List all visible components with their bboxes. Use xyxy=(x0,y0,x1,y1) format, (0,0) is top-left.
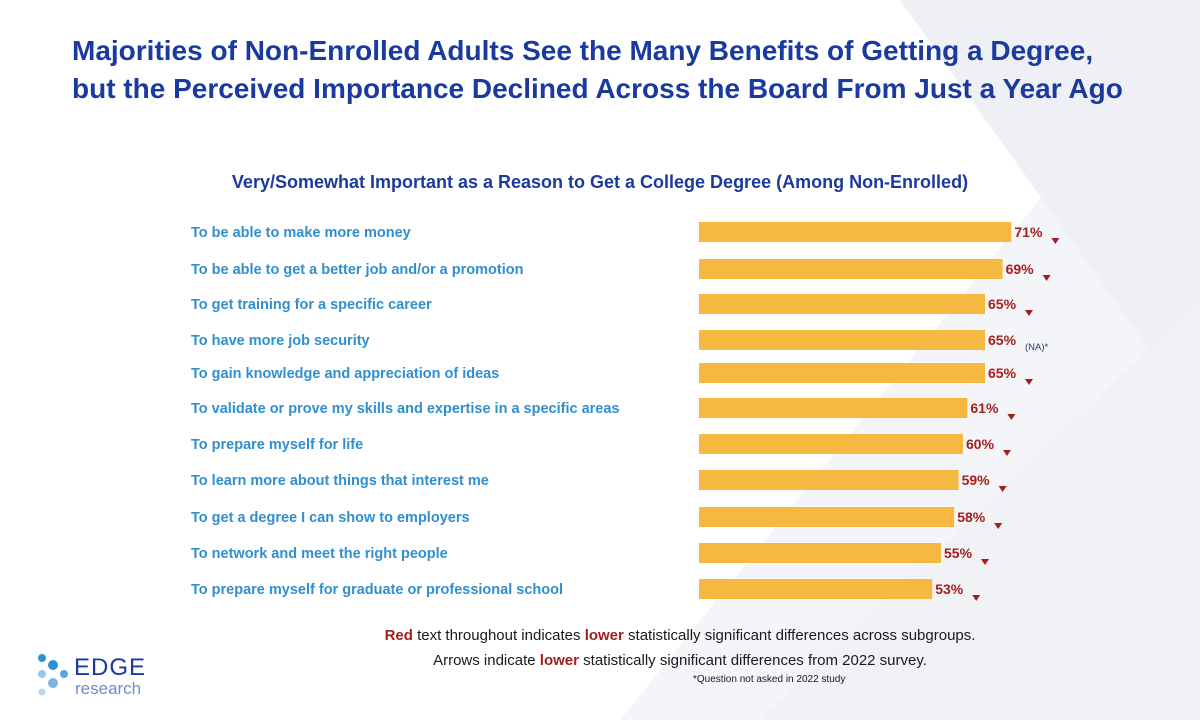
value-label: 65% xyxy=(988,296,1017,312)
logo-sub: research xyxy=(75,679,142,698)
bar xyxy=(699,222,1012,242)
decline-arrow-icon xyxy=(1025,379,1033,385)
value-label: 55% xyxy=(944,545,973,561)
category-label: To prepare myself for graduate or profes… xyxy=(191,582,563,598)
bar xyxy=(699,363,985,383)
bar xyxy=(699,434,963,454)
note-text-b: statistically significant differences ac… xyxy=(623,627,976,644)
bar xyxy=(699,507,955,527)
category-label: To get a degree I can show to employers xyxy=(191,510,470,526)
note-lower-word: lower xyxy=(539,652,579,669)
bar xyxy=(699,398,968,418)
category-label: To get training for a specific career xyxy=(191,297,432,313)
value-label: 60% xyxy=(966,436,995,452)
note-lower-word: lower xyxy=(584,627,624,644)
note-text-a: text throughout indicates xyxy=(412,627,585,644)
category-label: To be able to make more money xyxy=(191,225,411,241)
note-arrows: Arrows indicate lower statistically sign… xyxy=(240,652,1120,669)
decline-arrow-icon xyxy=(994,523,1003,529)
value-label: 53% xyxy=(935,581,964,597)
page-title: Majorities of Non-Enrolled Adults See th… xyxy=(72,35,1123,104)
value-label: 71% xyxy=(1014,224,1043,240)
bar xyxy=(699,579,933,599)
edge-research-logo: EDGE research xyxy=(36,650,166,702)
category-label: To prepare myself for life xyxy=(191,437,363,453)
value-label: 58% xyxy=(957,509,986,525)
footnote: *Question not asked in 2022 study xyxy=(693,674,846,685)
value-label: 69% xyxy=(1006,261,1035,277)
value-label: 61% xyxy=(970,400,999,416)
bar xyxy=(699,259,1003,279)
value-label: 65% xyxy=(988,332,1017,348)
annotation-label: (NA)* xyxy=(1025,342,1049,353)
decline-arrow-icon xyxy=(1003,450,1011,456)
note-text-b: statistically significant differences fr… xyxy=(578,652,927,669)
value-label: 59% xyxy=(962,472,991,488)
logo-word: EDGE xyxy=(74,654,147,681)
decline-arrow-icon xyxy=(981,559,989,565)
bar xyxy=(699,294,985,314)
decline-arrow-icon xyxy=(1025,310,1033,316)
decline-arrow-icon xyxy=(1042,275,1051,281)
bar xyxy=(699,330,985,350)
category-label: To validate or prove my skills and exper… xyxy=(191,401,619,417)
bar xyxy=(699,470,959,490)
decline-arrow-icon xyxy=(1051,238,1060,244)
chart-title: Very/Somewhat Important as a Reason to G… xyxy=(231,172,969,192)
note-red-word: Red xyxy=(384,627,413,644)
bar xyxy=(699,543,941,563)
category-label: To learn more about things that interest… xyxy=(191,473,489,489)
category-label: To gain knowledge and appreciation of id… xyxy=(191,366,499,382)
category-label: To be able to get a better job and/or a … xyxy=(191,262,523,278)
decline-arrow-icon xyxy=(998,486,1007,492)
category-label: To have more job security xyxy=(191,333,370,349)
logo-dots-icon xyxy=(38,654,68,696)
note-text-a: Arrows indicate xyxy=(433,652,540,669)
decline-arrow-icon xyxy=(1007,414,1016,420)
category-label: To network and meet the right people xyxy=(191,546,448,562)
decline-arrow-icon xyxy=(972,595,981,601)
value-label: 65% xyxy=(988,365,1017,381)
note-red-text: Red text throughout indicates lower stat… xyxy=(240,627,1120,644)
